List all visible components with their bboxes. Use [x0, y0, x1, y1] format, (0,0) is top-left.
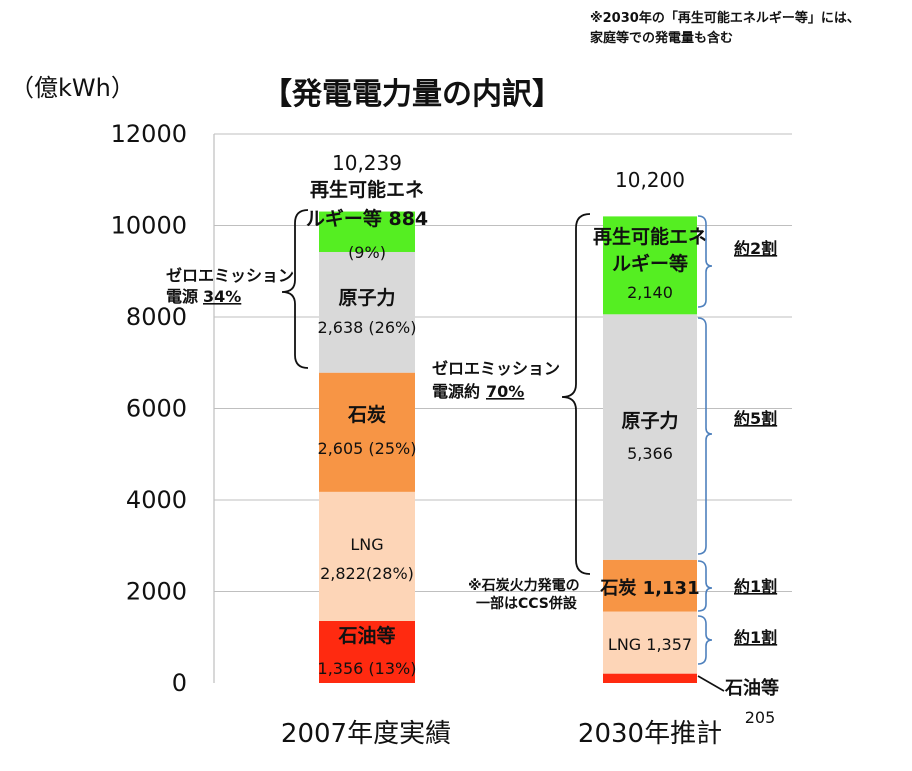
oil-label-2030-value: 205	[745, 708, 776, 727]
share-label-renew-2030: 約2割	[734, 239, 777, 258]
oil-label-2007-value: 1,356 (13%)	[318, 659, 417, 678]
y-tick-label: 10000	[111, 212, 187, 240]
bar-segment	[603, 314, 697, 560]
bar-segment	[319, 251, 415, 373]
top-note-line-2: 家庭等での発電量も含む	[590, 30, 733, 46]
top-note-line-1: ※2030年の「再生可能エネルギー等」には、	[590, 10, 860, 26]
renew-label-2030-line1: 再生可能エネ	[593, 225, 707, 248]
share-brace-renew-2030	[697, 215, 713, 308]
oil-2030-leader-line	[697, 675, 725, 692]
nuclear-label-2030-value: 5,366	[627, 444, 673, 463]
bar-segment	[319, 211, 415, 252]
renew-label-2007-line2: ルギー等 884	[306, 207, 428, 230]
bar-segment	[603, 673, 697, 683]
category-label-2007: 2007年度実績	[281, 719, 451, 749]
bar-segment	[603, 216, 697, 315]
y-tick-label: 12000	[111, 120, 187, 148]
unit-label: （億kWh）	[10, 74, 135, 102]
bar-segment	[319, 372, 415, 492]
y-axis-ticks: 0 2000 4000 6000 8000 10000 12000	[111, 120, 187, 697]
share-brace-nuclear-2030	[697, 317, 713, 555]
renew-label-2030-value: 2,140	[627, 283, 673, 302]
y-tick-label: 6000	[126, 395, 187, 423]
zero-emission-2030-line2-pct: 70%	[486, 382, 524, 401]
zero-emission-2007-line2-prefix: 電源	[166, 287, 198, 306]
total-label-2030: 10,200	[615, 168, 685, 192]
nuclear-label-2007-name: 原子力	[338, 286, 395, 309]
share-label-coal-2030: 約1割	[734, 577, 777, 596]
y-tick-label: 4000	[126, 486, 187, 514]
share-brace-coal-2030	[697, 560, 713, 612]
zero-emission-2030-line2-prefix: 電源約	[432, 382, 480, 401]
share-label-lng-2030: 約1割	[734, 628, 777, 647]
zero-emission-2007-line2-pct: 34%	[203, 287, 241, 306]
bar-segment	[319, 491, 415, 621]
share-brace-lng-2030	[697, 615, 713, 665]
y-tick-label: 0	[172, 669, 187, 697]
lng-label-2030: LNG 1,357	[608, 635, 692, 654]
chart-title: 【発電電力量の内訳】	[262, 77, 562, 112]
bar-layer	[319, 211, 697, 683]
coal-label-2030: 石炭 1,131	[599, 577, 699, 599]
bar-segment	[603, 611, 697, 674]
ccs-note-line2: 一部はCCS併設	[476, 595, 578, 612]
zero-emission-2030-bracket	[561, 213, 591, 575]
category-label-2030: 2030年推計	[578, 719, 722, 749]
zero-emission-2007-line1: ゼロエミッション	[166, 266, 294, 285]
nuclear-label-2030-name: 原子力	[621, 409, 678, 432]
oil-label-2030-name: 石油等	[724, 677, 779, 699]
renew-label-2007-line1: 再生可能エネ	[310, 178, 424, 201]
y-tick-label: 8000	[126, 303, 187, 331]
y-tick-label: 2000	[126, 578, 187, 606]
zero-emission-2007-bracket	[281, 209, 309, 369]
renew-label-2030-line2: ルギー等	[612, 252, 688, 275]
total-label-2007: 10,239	[332, 151, 402, 175]
coal-label-2007-value: 2,605 (25%)	[318, 439, 417, 458]
bar-segment	[603, 559, 697, 612]
ccs-note-line1: ※石炭火力発電の	[468, 577, 580, 594]
bar-segment	[319, 620, 415, 683]
lng-label-2007-name: LNG	[350, 535, 383, 554]
grid-layer	[213, 133, 792, 683]
zero-emission-2030-line1: ゼロエミッション	[432, 359, 560, 378]
oil-label-2007-name: 石油等	[337, 624, 395, 647]
coal-label-2007-name: 石炭	[347, 404, 386, 426]
share-label-nuclear-2030: 約5割	[734, 409, 777, 428]
nuclear-label-2007-value: 2,638 (26%)	[318, 318, 417, 337]
lng-label-2007-value: 2,822(28%)	[320, 564, 414, 583]
renew-pct-2007: (9%)	[348, 243, 386, 262]
